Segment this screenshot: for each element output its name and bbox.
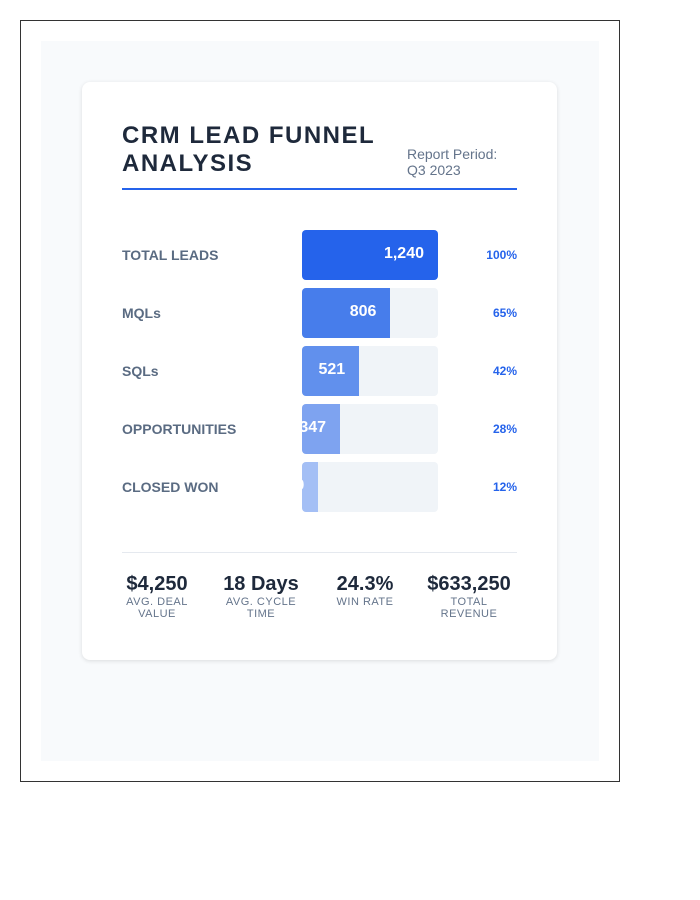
value-label: 521	[318, 361, 346, 378]
category-label: OPPORTUNITIES	[122, 421, 237, 437]
funnel-row: MQLs 806 65%	[122, 288, 517, 338]
value-label: 1,240	[383, 245, 424, 262]
subtitle: Report Period: Q3 2023	[407, 146, 498, 178]
bar-track: 347	[302, 404, 438, 454]
title-rule	[122, 188, 517, 190]
value-label: 149	[302, 477, 304, 495]
bar: 347	[302, 404, 341, 454]
chart-title: CRM LEAD FUNNEL ANALYSIS	[122, 122, 375, 177]
stat-label: AVG. CYCLE TIME	[225, 596, 297, 620]
stat: 24.3% WIN RATE	[317, 572, 413, 608]
category-label: CLOSED WON	[122, 479, 219, 495]
funnel-row: OPPORTUNITIES 347 28%	[122, 404, 517, 454]
bar-track: 149	[302, 462, 438, 512]
bar: 1,240	[302, 230, 438, 280]
divider	[122, 552, 517, 553]
bar: 806	[302, 288, 391, 338]
bar-track: 806	[302, 288, 438, 338]
stat-label: TOTAL REVENUE	[440, 596, 498, 620]
funnel-row: CLOSED WON 149 12%	[122, 462, 517, 512]
stat: $633,250 TOTAL REVENUE	[421, 572, 517, 620]
conversion-label: 65%	[492, 306, 517, 320]
stat-value: $4,250	[126, 573, 188, 595]
stat-value: 18 Days	[223, 573, 299, 595]
bar-track: 521	[302, 346, 438, 396]
bar: 521	[302, 346, 360, 396]
value-label: 806	[349, 303, 377, 320]
card: CRM LEAD FUNNEL ANALYSIS Report Period: …	[82, 82, 557, 660]
background: CRM LEAD FUNNEL ANALYSIS Report Period: …	[41, 41, 599, 761]
stat-label: WIN RATE	[336, 596, 394, 608]
category-label: TOTAL LEADS	[122, 247, 219, 263]
funnel-row: TOTAL LEADS 1,240 100%	[122, 230, 517, 280]
category-label: MQLs	[122, 305, 161, 321]
value-label: 347	[302, 419, 327, 436]
bar: 149	[302, 462, 319, 512]
conversion-label: 12%	[492, 480, 517, 494]
funnel-row: SQLs 521 42%	[122, 346, 517, 396]
conversion-label: 28%	[492, 422, 517, 436]
stat: 18 Days AVG. CYCLE TIME	[213, 572, 309, 620]
category-label: SQLs	[122, 363, 159, 379]
stat: $4,250 AVG. DEAL VALUE	[109, 572, 205, 620]
bar-track: 1,240	[302, 230, 438, 280]
stat-label: AVG. DEAL VALUE	[126, 596, 188, 620]
conversion-label: 42%	[492, 364, 517, 378]
stat-value: $633,250	[427, 573, 511, 595]
frame: CRM LEAD FUNNEL ANALYSIS Report Period: …	[20, 20, 620, 782]
stat-value: 24.3%	[336, 573, 394, 595]
conversion-label: 100%	[486, 248, 517, 262]
